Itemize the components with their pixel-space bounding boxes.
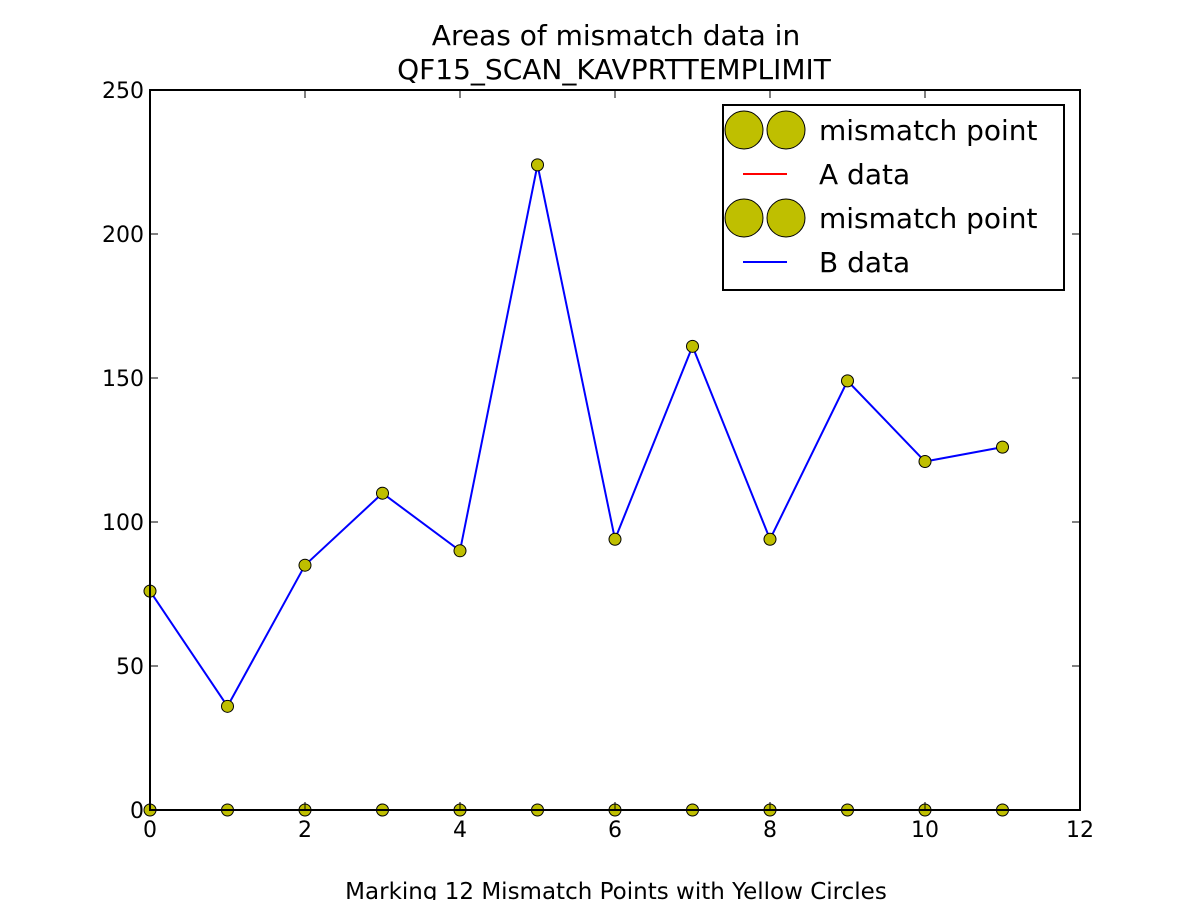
x-tick-label: 2 [298,818,312,843]
mismatch-point-marker [298,558,312,572]
legend-marker-swatch [766,110,806,150]
y-tick-label: 100 [102,511,144,536]
legend-label: mismatch point [819,114,1038,147]
x-tick-label: 12 [1066,818,1094,843]
legend-marker-swatch [724,110,764,150]
y-tick-label: 150 [102,367,144,392]
x-tick-label: 0 [143,818,157,843]
mismatch-point-marker [531,158,544,172]
mismatch-point-marker [996,440,1009,454]
mismatch-point-marker [841,374,854,388]
mismatch-point-marker [221,699,234,713]
chart-title-line-2: QF15_SCAN_KAVPRTTEMPLIMIT [397,53,832,86]
mismatch-point-marker [918,455,932,469]
legend-label: A data [819,158,910,191]
x-tick-label: 8 [763,818,777,843]
chart-title-line-1: Areas of mismatch data in [432,19,800,52]
legend-marker-swatch [724,198,764,238]
y-tick-label: 50 [116,655,144,680]
series-line-b-data [149,164,1003,709]
x-axis-label: Marking 12 Mismatch Points with Yellow C… [345,879,887,900]
y-tick-label: 250 [102,79,144,104]
x-tick-label: 10 [911,818,939,843]
x-tick-label: 6 [608,818,622,843]
mismatch-point-marker [763,532,777,546]
x-tick-label: 4 [453,818,467,843]
mismatch-point-marker [686,339,699,353]
y-tick-label: 200 [102,223,144,248]
legend: mismatch point A data mismatch point B data [722,104,1065,291]
y-tick-label: 0 [130,799,144,824]
mismatch-point-marker [453,544,467,558]
plot-area: 0 2 4 6 8 10 12 0 50 100 150 200 250 [102,79,1094,843]
mismatch-point-marker [376,486,389,500]
legend-label: B data [819,246,910,279]
legend-marker-swatch [766,198,806,238]
legend-label: mismatch point [819,202,1038,235]
mismatch-point-marker [608,532,622,546]
